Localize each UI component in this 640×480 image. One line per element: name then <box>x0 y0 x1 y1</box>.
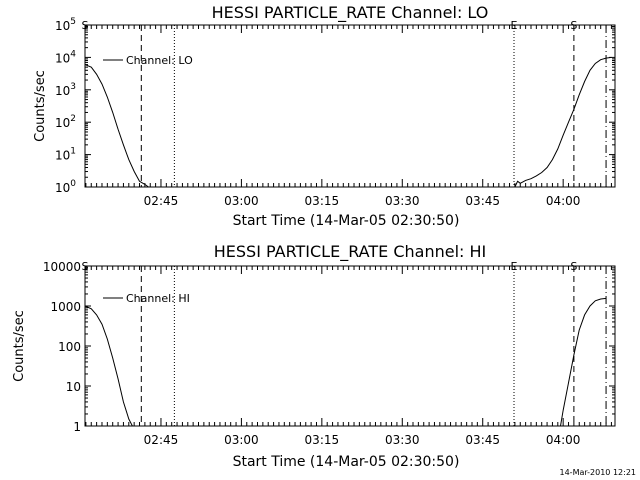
panel-hi-x-label: Start Time (14-Mar-05 02:30:50) <box>233 454 460 470</box>
panel-hi-legend: Channel: HI <box>103 292 190 305</box>
y-tick-label: 103 <box>55 82 76 98</box>
y-tick-base: 10 <box>55 84 70 98</box>
panel-lo-x-label: Start Time (14-Mar-05 02:30:50) <box>233 213 460 229</box>
y-tick-exponent: 2 <box>70 114 76 124</box>
x-tick-label: 03:15 <box>305 433 340 447</box>
y-tick-label: 10 <box>66 380 81 394</box>
series-line <box>514 56 612 188</box>
y-tick-label: 101 <box>55 147 76 163</box>
y-tick-label: 1000 <box>50 300 81 314</box>
time-marker-label: S <box>82 19 89 32</box>
panel-hi-title: HESSI PARTICLE_RATE Channel: HI <box>214 242 487 262</box>
y-tick-exponent: 3 <box>70 82 76 92</box>
panel-hi-legend-label: Channel: HI <box>126 292 190 305</box>
panel-lo-title: HESSI PARTICLE_RATE Channel: LO <box>212 3 489 23</box>
y-tick-label: 105 <box>55 17 76 33</box>
time-marker-label: S <box>82 260 89 273</box>
y-tick-base: 10 <box>55 19 70 33</box>
panel-lo-legend-label: Channel: LO <box>126 54 193 67</box>
x-tick-label: 02:45 <box>144 194 179 208</box>
x-tick-label: 03:30 <box>385 433 420 447</box>
panel-lo-x-axis: 02:45 03:00 03:15 03:30 03:45 04:00 <box>85 25 612 208</box>
time-marker-label: E <box>511 260 518 273</box>
panel-hi: HESSI PARTICLE_RATE Channel: HI 1 10 100 10… <box>12 242 616 470</box>
panel-lo: HESSI PARTICLE_RATE Channel: LO 10010110… <box>33 3 616 229</box>
y-tick-label: 104 <box>55 49 76 65</box>
footer-timestamp: 14-Mar-2010 12:21 <box>560 468 637 477</box>
y-tick-exponent: 5 <box>70 17 76 27</box>
series-line <box>84 64 149 188</box>
x-tick-label: 03:15 <box>305 194 340 208</box>
panel-lo-legend: Channel: LO <box>103 54 193 67</box>
x-tick-label: 03:45 <box>465 194 500 208</box>
x-tick-label: 02:45 <box>144 433 179 447</box>
x-tick-label: 04:00 <box>546 194 581 208</box>
x-tick-label: 03:00 <box>224 433 259 447</box>
x-tick-label: 03:30 <box>385 194 420 208</box>
panel-hi-y-label: Counts/sec <box>12 310 27 382</box>
y-tick-label: 10000 <box>43 260 81 274</box>
y-tick-base: 10 <box>55 51 70 65</box>
series-line <box>560 297 607 427</box>
y-tick-base: 10 <box>55 116 70 130</box>
x-tick-label: 03:45 <box>465 433 500 447</box>
panel-hi-x-axis: 02:45 03:00 03:15 03:30 03:45 04:00 <box>85 266 612 447</box>
panel-lo-plot-frame <box>84 24 616 188</box>
x-tick-label: 03:00 <box>224 194 259 208</box>
panel-hi-y-axis: 1 10 100 1000 10000 <box>43 260 615 434</box>
y-tick-label: 100 <box>55 179 76 195</box>
x-tick-label: 04:00 <box>546 433 581 447</box>
y-tick-base: 10 <box>55 149 70 163</box>
time-marker-label: E <box>511 19 518 32</box>
y-tick-label: 1 <box>73 420 81 434</box>
y-tick-exponent: 0 <box>70 179 76 189</box>
time-marker-label: S <box>570 260 577 273</box>
y-tick-label: 100 <box>58 340 81 354</box>
panel-hi-series <box>84 297 607 427</box>
panel-hi-plot-frame <box>84 265 616 427</box>
y-tick-exponent: 4 <box>70 49 76 59</box>
series-line <box>84 305 133 427</box>
y-tick-label: 102 <box>55 114 76 130</box>
y-tick-base: 10 <box>55 181 70 195</box>
panel-lo-series <box>84 56 612 188</box>
y-tick-exponent: 1 <box>70 147 76 157</box>
panel-lo-y-label: Counts/sec <box>33 70 48 142</box>
time-marker-label: S <box>570 19 577 32</box>
